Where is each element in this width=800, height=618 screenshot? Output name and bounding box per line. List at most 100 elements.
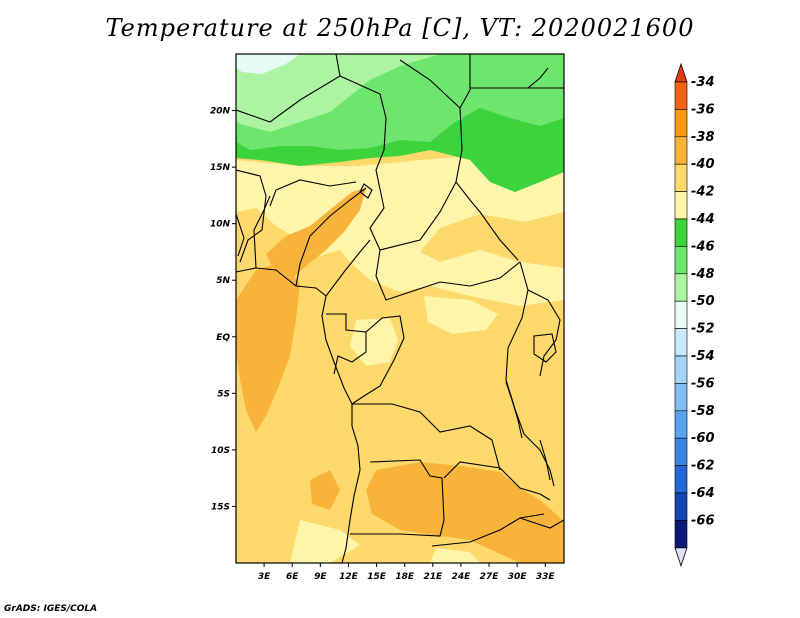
colorbar-swatch	[674, 81, 688, 110]
colorbar-label: -58	[691, 404, 715, 419]
colorbar-label: -40	[691, 157, 715, 172]
border-east-uganda	[527, 289, 561, 377]
colorbar-swatch	[674, 300, 688, 329]
colorbar-swatch	[674, 109, 688, 138]
colorbar-swatch	[674, 191, 688, 220]
colorbar-bottom-arrow	[674, 547, 688, 568]
lat-label: 5N	[216, 276, 230, 286]
lon-label: 21E	[423, 572, 443, 582]
red-sea-coast	[527, 67, 549, 89]
colorbar-label: -42	[691, 185, 715, 200]
colorbar-swatch	[674, 218, 688, 247]
field-band-42-south	[290, 520, 360, 563]
lake-malawi	[539, 439, 551, 481]
field-band-38-south	[366, 462, 564, 563]
lon-label: 9E	[314, 572, 327, 582]
colorbar-label: -54	[691, 349, 715, 364]
field-band-42-se	[430, 548, 480, 563]
lon-label: 30E	[508, 572, 528, 582]
map-area	[236, 54, 564, 563]
lon-label: 18E	[395, 572, 415, 582]
border-benin-togo	[253, 195, 271, 269]
colorbar-swatch	[674, 520, 688, 549]
colorbar-label: -46	[691, 239, 715, 254]
border-angola-zambia	[369, 459, 445, 521]
lon-label: 3E	[258, 572, 271, 582]
lat-label: 15N	[210, 163, 231, 173]
lon-label: 24E	[452, 572, 472, 582]
colorbar-label: -38	[691, 130, 715, 145]
colorbar-swatch	[674, 355, 688, 384]
border-congo	[351, 315, 405, 405]
colorbar-swatch	[674, 465, 688, 494]
colorbar: -34 -36 -38 -40 -42 -44 -46 -48 -50 -52 -54 -56 -58 -…	[674, 62, 715, 568]
colorbar-label: -60	[691, 431, 715, 446]
colorbar-label: -36	[691, 102, 715, 117]
field-band-38-south2	[310, 470, 340, 510]
border-zambia	[443, 461, 551, 501]
field-band-42-east	[424, 296, 498, 334]
border-namibia-botswana	[431, 513, 545, 547]
colorbar-swatch	[674, 383, 688, 412]
colorbar-swatch	[674, 492, 688, 521]
colorbar-label: -48	[691, 267, 715, 282]
colorbar-swatch	[674, 410, 688, 439]
colorbar-top-arrow	[674, 62, 688, 83]
field-band-42-center	[350, 318, 398, 366]
coastline-west-africa	[236, 267, 361, 563]
border-angola-drc	[352, 403, 501, 471]
colorbar-swatch	[674, 437, 688, 466]
grads-credit: GrADS: IGES/COLA	[4, 604, 98, 614]
border-benin-niger	[269, 179, 357, 207]
map-frame	[235, 53, 565, 564]
border-cameroon	[325, 239, 371, 297]
lat-label: 10S	[211, 446, 230, 456]
cape-verde-lines	[236, 213, 245, 257]
border-gabon	[326, 313, 367, 375]
border-niger-chad	[339, 75, 387, 171]
lon-label: 33E	[536, 572, 556, 582]
colorbar-label: -66	[691, 513, 715, 528]
border-car-congo	[375, 249, 521, 301]
colorbar-label: -62	[691, 459, 715, 474]
west-border-mali	[236, 169, 267, 263]
lat-label: 10N	[210, 220, 231, 230]
latitude-axis: 20N 15N 10N 5N EQ 5S 10S 15S	[210, 107, 236, 512]
colorbar-label: -44	[691, 212, 715, 227]
lake-tanganyika	[505, 381, 523, 439]
lat-label: 15S	[211, 502, 230, 512]
lake-victoria	[533, 333, 557, 363]
field-band-50	[236, 54, 300, 74]
border-sudan	[455, 107, 519, 261]
lon-label: 12E	[339, 572, 359, 582]
colorbar-label: -56	[691, 376, 715, 391]
colorbar-swatch	[674, 246, 688, 275]
lat-label: 5S	[217, 389, 230, 399]
longitude-axis: 3E 6E 9E 12E 15E 18E 21E 24E 27E 30E 33E	[258, 563, 556, 582]
colorbar-swatch	[674, 328, 688, 357]
border-tanzania	[523, 433, 555, 487]
border-angola-namibia	[350, 519, 445, 537]
lon-label: 15E	[367, 572, 387, 582]
lon-label: 6E	[286, 572, 299, 582]
colorbar-label: -50	[691, 294, 715, 309]
colorbar-label: -64	[691, 486, 715, 501]
colorbar-swatch	[674, 273, 688, 302]
colorbar-label: -52	[691, 322, 715, 337]
lon-label: 27E	[480, 572, 500, 582]
border-nigeria	[295, 187, 367, 287]
colorbar-label: -34	[691, 75, 715, 90]
lat-label: 20N	[210, 107, 231, 117]
border-north-west	[236, 54, 341, 123]
country-borders	[236, 54, 564, 563]
colorbar-swatch	[674, 163, 688, 192]
colorbar-swatch	[674, 136, 688, 165]
field-band-38-gulf	[236, 262, 300, 432]
field-band-42-north	[236, 156, 564, 306]
lat-label: EQ	[216, 333, 230, 343]
field-band-48	[236, 54, 440, 132]
field-band-38-nigeria	[266, 188, 366, 280]
border-zimbabwe	[519, 517, 564, 529]
lake-chad	[359, 183, 373, 199]
